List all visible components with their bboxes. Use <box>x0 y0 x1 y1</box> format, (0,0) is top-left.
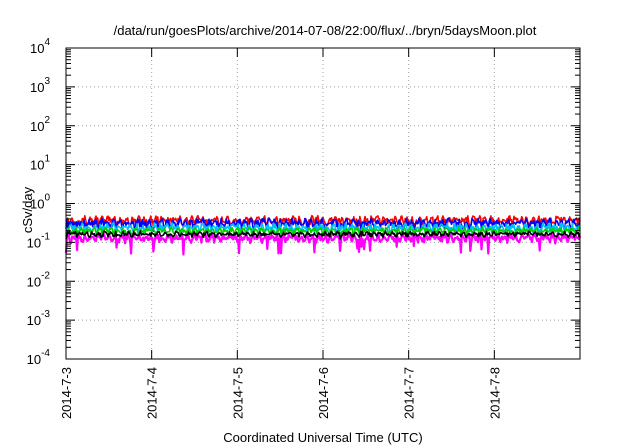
x-tick-label: 2014-7-7 <box>402 367 417 419</box>
x-tick-label: 2014-7-5 <box>230 367 245 419</box>
y-tick-exponent: -2 <box>41 270 50 281</box>
y-tick-label: 104 <box>30 37 50 56</box>
x-axis: 2014-7-3 2014-7-4 2014-7-5 2014-7-6 2014-7-7… <box>59 48 502 419</box>
y-tick-exponent: 3 <box>44 76 50 87</box>
y-tick-label: 101 <box>30 154 50 173</box>
y-tick-exponent: 2 <box>44 115 50 126</box>
x-tick-label: 2014-7-3 <box>59 367 74 419</box>
x-tick-label: 2014-7-4 <box>145 367 160 419</box>
y-tick-exponent: -4 <box>41 348 50 359</box>
x-tick-label: 2014-7-8 <box>487 367 502 419</box>
series-line <box>65 230 581 240</box>
y-tick-exponent: -3 <box>41 309 50 320</box>
chart-title: /data/run/goesPlots/archive/2014-07-08/2… <box>114 23 537 38</box>
grid <box>66 48 580 359</box>
y-tick-exponent: 1 <box>44 154 50 165</box>
y-tick-exponent: 0 <box>44 193 50 204</box>
y-tick-label: 102 <box>30 115 50 134</box>
y-tick-exponent: 4 <box>44 37 50 48</box>
y-axis-label: cSv/day <box>20 186 35 233</box>
series-line <box>64 232 582 256</box>
series-line <box>65 214 581 231</box>
y-tick-label: 10-4 <box>27 348 51 367</box>
y-tick-label: 103 <box>30 76 50 95</box>
y-tick-label: 10-2 <box>27 270 51 289</box>
series-layer <box>64 214 582 256</box>
y-tick-label: 10-1 <box>27 231 51 250</box>
y-tick-label: 10-3 <box>27 309 51 328</box>
y-tick-exponent: -1 <box>41 231 50 242</box>
x-tick-label: 2014-7-6 <box>316 367 331 419</box>
x-axis-label: Coordinated Universal Time (UTC) <box>223 430 422 445</box>
series-line <box>65 217 581 235</box>
